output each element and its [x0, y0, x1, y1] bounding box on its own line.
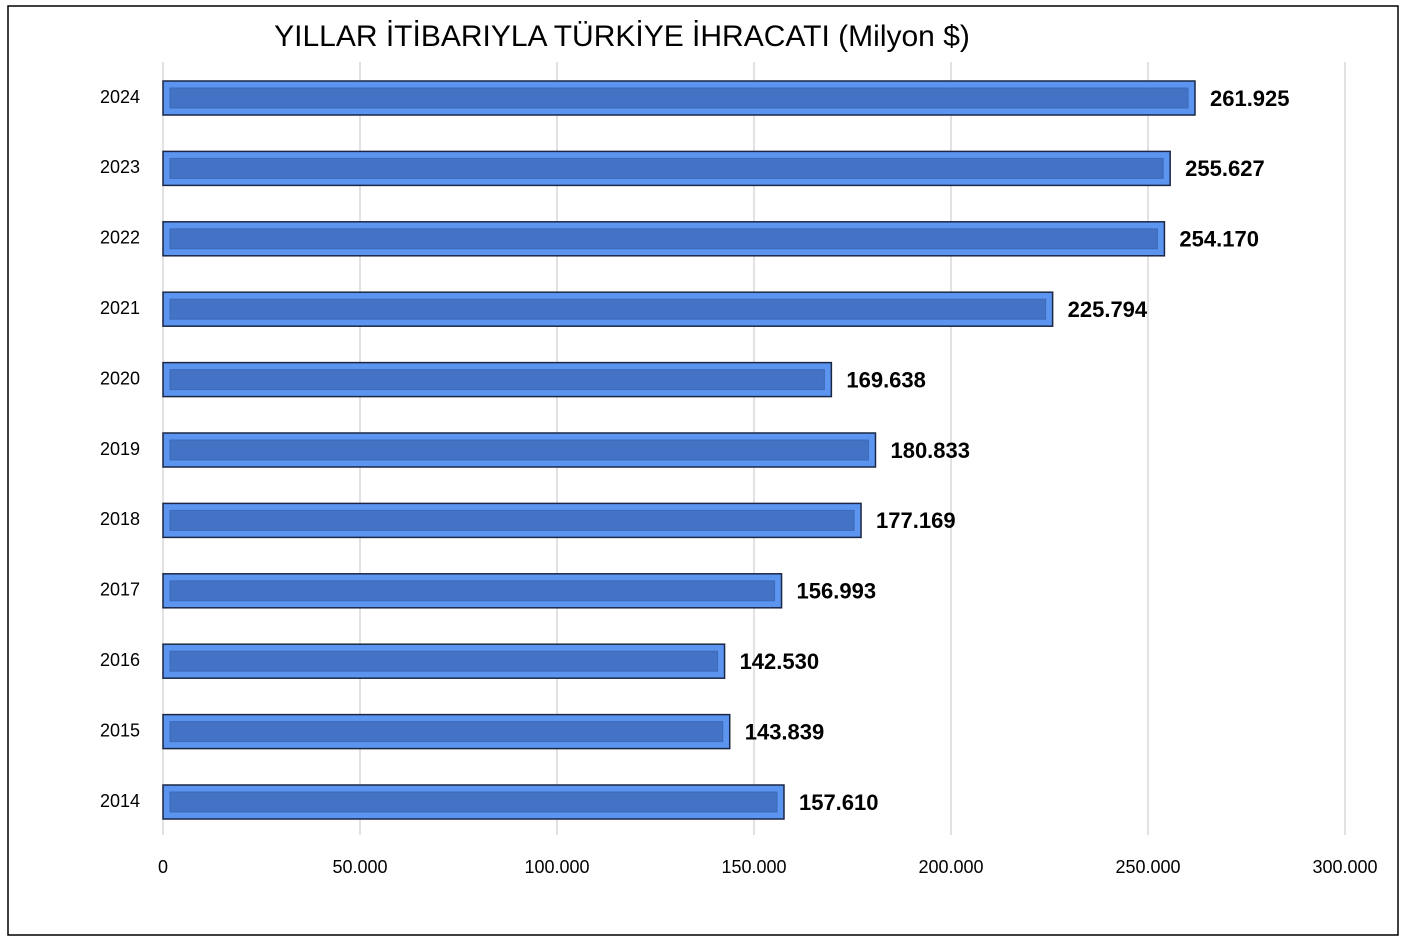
y-tick-label: 2016 [100, 650, 140, 670]
data-label: 254.170 [1179, 227, 1259, 252]
chart-title: YILLAR İTİBARIYLA TÜRKİYE İHRACATI (Mily… [274, 20, 970, 53]
data-label: 157.610 [799, 790, 879, 815]
y-tick-label: 2022 [100, 228, 140, 248]
bar-inner [169, 791, 778, 813]
y-tick-label: 2019 [100, 439, 140, 459]
x-tick-label: 50.000 [332, 857, 387, 877]
y-tick-label: 2017 [100, 580, 140, 600]
y-tick-label: 2018 [100, 509, 140, 529]
bar-inner [169, 650, 719, 672]
y-tick-label: 2024 [100, 87, 140, 107]
x-tick-label: 0 [158, 857, 168, 877]
y-tick-label: 2021 [100, 298, 140, 318]
bar-inner [169, 439, 869, 461]
bar-inner [169, 580, 776, 602]
data-label: 180.833 [890, 438, 970, 463]
bar-inner [169, 509, 855, 531]
x-tick-label: 100.000 [524, 857, 589, 877]
y-tick-label: 2015 [100, 720, 140, 740]
data-label: 177.169 [876, 508, 956, 533]
x-tick-label: 200.000 [918, 857, 983, 877]
x-tick-label: 250.000 [1115, 857, 1180, 877]
data-label: 255.627 [1185, 156, 1265, 181]
data-label: 143.839 [745, 719, 825, 744]
x-tick-label: 300.000 [1312, 857, 1377, 877]
y-tick-label: 2023 [100, 157, 140, 177]
bar-inner [169, 369, 825, 391]
data-label: 142.530 [740, 649, 820, 674]
data-label: 261.925 [1210, 86, 1290, 111]
bar-inner [169, 228, 1158, 250]
bar-inner [169, 298, 1047, 320]
bar-inner [169, 157, 1164, 179]
y-tick-label: 2020 [100, 368, 140, 388]
data-label: 225.794 [1068, 297, 1148, 322]
bar-inner [169, 721, 724, 743]
data-label: 156.993 [797, 579, 877, 604]
bar-inner [169, 87, 1189, 109]
x-tick-label: 150.000 [721, 857, 786, 877]
y-tick-label: 2014 [100, 791, 140, 811]
data-label: 169.638 [846, 367, 926, 392]
